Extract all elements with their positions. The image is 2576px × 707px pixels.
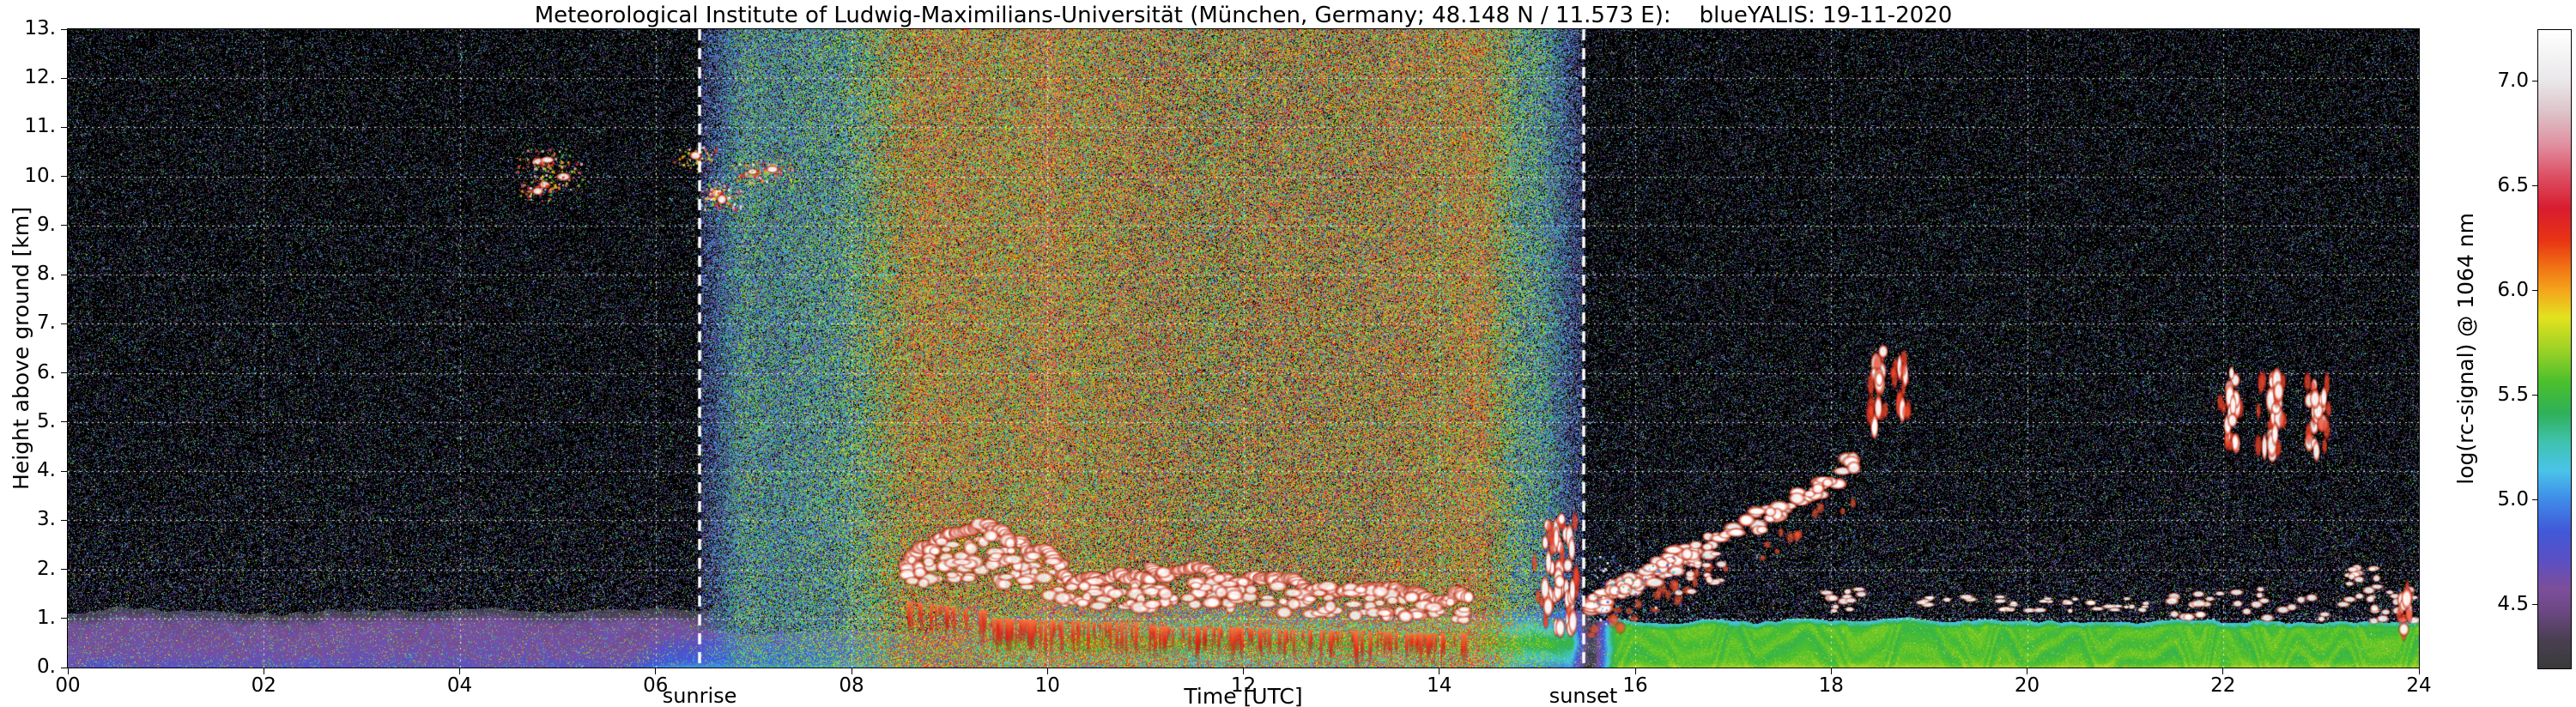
y-tick-label: 1. — [37, 606, 56, 629]
figure-title: Meteorological Institute of Ludwig-Maxim… — [534, 3, 1953, 28]
y-tick-label: 13. — [24, 17, 56, 39]
y-tick-mark — [61, 28, 68, 30]
y-tick-label: 6. — [37, 360, 56, 384]
y-tick-label: 12. — [24, 66, 56, 89]
x-tick-mark — [1046, 668, 1048, 674]
colorbar — [2537, 29, 2572, 669]
x-tick-mark — [1439, 668, 1440, 674]
y-tick-label: 0. — [37, 656, 56, 678]
y-tick-mark — [61, 569, 68, 571]
x-tick-label: 06 — [643, 674, 669, 697]
x-tick-mark — [1243, 668, 1244, 674]
y-tick-mark — [61, 618, 68, 619]
x-tick-mark — [459, 668, 460, 674]
colorbar-tick-label: 5.5 — [2497, 383, 2529, 406]
y-axis-label: Height above ground [km] — [8, 207, 33, 490]
x-tick-label: 00 — [55, 674, 81, 697]
colorbar-label-wrap: log(rc-signal) @ 1064 nm — [2450, 29, 2481, 668]
x-tick-mark — [67, 668, 69, 674]
colorbar-tick-mark — [2532, 395, 2537, 396]
y-tick-label: 4. — [37, 459, 56, 482]
colorbar-tick-label: 6.0 — [2497, 278, 2529, 301]
x-tick-label: 12 — [1230, 674, 1257, 697]
colorbar-tick-mark — [2532, 499, 2537, 501]
x-tick-label: 14 — [1427, 674, 1452, 697]
x-tick-mark — [2222, 668, 2224, 674]
colorbar-tick-mark — [2532, 185, 2537, 187]
y-tick-mark — [61, 323, 68, 324]
x-tick-label: 24 — [2406, 674, 2432, 697]
x-tick-label: 10 — [1034, 674, 1060, 697]
x-tick-label: 18 — [1818, 674, 1844, 697]
x-tick-mark — [2418, 668, 2420, 674]
heatmap-canvas — [68, 29, 2419, 668]
y-tick-mark — [61, 470, 68, 472]
colorbar-tick-label: 4.5 — [2497, 592, 2529, 615]
colorbar-tick-label: 7.0 — [2497, 69, 2529, 92]
x-tick-label: 16 — [1622, 674, 1648, 697]
x-tick-mark — [1830, 668, 1832, 674]
colorbar-label: log(rc-signal) @ 1064 nm — [2452, 212, 2478, 485]
x-tick-label: 02 — [251, 674, 276, 697]
y-tick-mark — [61, 519, 68, 521]
y-tick-label: 7. — [37, 311, 56, 335]
x-tick-label: 04 — [446, 674, 473, 697]
colorbar-tick-mark — [2532, 81, 2537, 82]
y-tick-mark — [61, 372, 68, 374]
y-tick-mark — [61, 176, 68, 178]
y-tick-mark — [61, 421, 68, 423]
y-tick-label: 2. — [37, 557, 56, 580]
x-tick-mark — [1634, 668, 1636, 674]
x-tick-label: 22 — [2210, 674, 2236, 697]
y-tick-label: 9. — [37, 213, 56, 236]
y-tick-label: 3. — [37, 508, 56, 531]
x-tick-label: 08 — [839, 674, 864, 697]
y-tick-mark — [61, 225, 68, 227]
colorbar-tick-label: 6.5 — [2497, 173, 2529, 196]
colorbar-tick-mark — [2532, 290, 2537, 292]
x-tick-mark — [655, 668, 657, 674]
y-tick-label: 5. — [37, 409, 56, 432]
x-tick-label: 20 — [2014, 674, 2040, 697]
y-tick-label: 10. — [24, 164, 56, 187]
y-tick-label: 8. — [37, 263, 56, 286]
y-tick-mark — [61, 77, 68, 79]
y-tick-label: 11. — [24, 115, 56, 138]
y-tick-mark — [61, 126, 68, 128]
colorbar-tick-mark — [2532, 604, 2537, 606]
colorbar-tick-label: 5.0 — [2497, 487, 2529, 511]
